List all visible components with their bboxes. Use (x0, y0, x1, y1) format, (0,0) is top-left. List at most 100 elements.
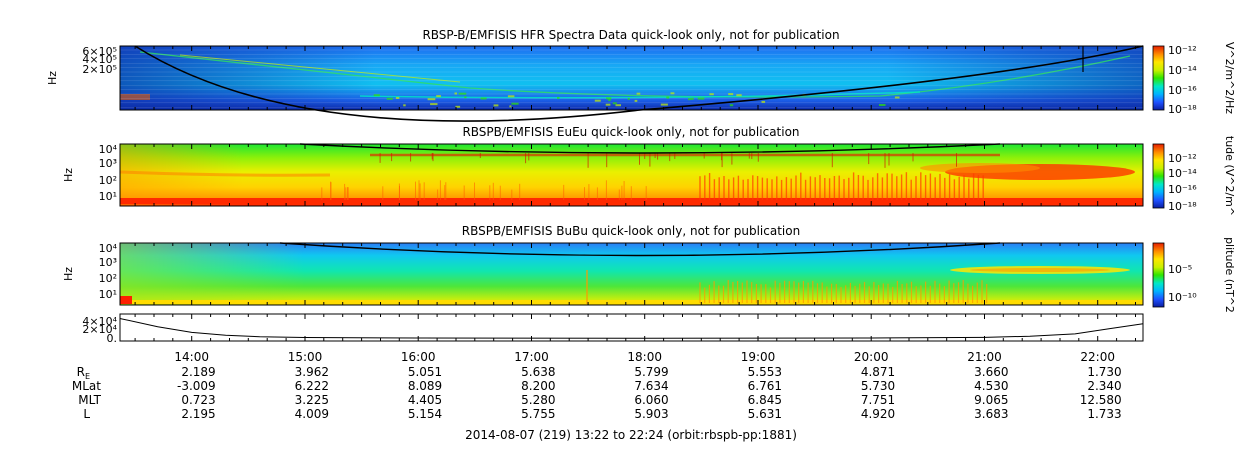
eueu-cyclotron-curve (299, 143, 1001, 154)
hfr-speckle (688, 98, 691, 101)
hfr-cbar-tick: 10⁻¹² (1168, 44, 1197, 57)
hfr-speckle (636, 92, 641, 95)
ephemeris-value: 8.089 (408, 379, 442, 393)
ephemeris-value: 7.751 (861, 393, 895, 407)
ephemeris-value: 5.154 (408, 407, 442, 421)
hfr-edge-shade (120, 46, 1143, 110)
hfr-speckle (509, 105, 512, 108)
ephemeris-value: 8.200 (521, 379, 555, 393)
time-axis-labels: 14:00 15:00 16:00 17:00 18:00 19:00 20:00 21:00… (174, 350, 1115, 364)
hfr-speckle (454, 92, 457, 95)
bubu-colorbar-scale (1152, 242, 1165, 308)
bubu-panel: RBSPB/EMFISIS BuBu quick-look only, not … (62, 224, 1236, 313)
eueu-cbar-tick: 10⁻¹⁸ (1168, 200, 1197, 213)
eueu-features (119, 153, 1143, 204)
bubu-colorbar: 10⁻⁵ 10⁻¹⁰ plitude (nT^2 (1152, 237, 1236, 313)
ephemeris-value: 1.730 (1087, 365, 1121, 379)
time-ticks (134, 46, 1136, 341)
hfr-speckle (403, 104, 406, 107)
hfr-speckle (511, 102, 519, 105)
time-tick-label: 17:00 (514, 350, 549, 364)
eueu-bottom-band (120, 198, 1143, 204)
bubu-bottom-band (120, 300, 1143, 304)
eueu-ytick: 10³ (99, 157, 117, 170)
ephemeris-value: 5.553 (748, 365, 782, 379)
hfr-features (120, 49, 1143, 108)
ephemeris-value: 4.405 (408, 393, 442, 407)
bubu-colorbar-label: plitude (nT^2 (1223, 237, 1236, 313)
eueu-cbar-tick: 10⁻¹⁶ (1168, 183, 1197, 196)
bubu-ytick: 10³ (99, 256, 117, 269)
bubu-ytick: 10² (99, 272, 117, 285)
ephemeris-value: 6.761 (748, 379, 782, 393)
ephemeris-value: -3.009 (177, 379, 216, 393)
hfr-speckle (430, 103, 438, 106)
hfr-cbar-tick: 10⁻¹⁶ (1168, 84, 1197, 97)
line-ytick: 0. (107, 332, 118, 345)
eueu-hiss-region (920, 163, 1040, 173)
line-panel: 4×10⁴ 2×10⁴ 0. (82, 313, 1144, 345)
hfr-speckle (709, 93, 714, 96)
ephemeris-value: 5.280 (521, 393, 555, 407)
line-ytick: 2×10⁴ (82, 323, 117, 336)
hfr-speckle (634, 99, 638, 102)
hfr-frame (119, 45, 1144, 111)
hfr-colorbar: 10⁻¹² 10⁻¹⁴ 10⁻¹⁶ 10⁻¹⁸ V^2/m^2/Hz (1152, 42, 1236, 116)
hfr-speckle (606, 97, 612, 100)
ephemeris-value: 3.962 (295, 365, 329, 379)
ephemeris-value: 5.051 (408, 365, 442, 379)
ephemeris-value: 4.530 (974, 379, 1008, 393)
bubu-hiss-region (970, 268, 1110, 272)
hfr-speckle (666, 96, 670, 99)
ephemeris-value: 6.060 (634, 393, 668, 407)
bubu-cyclotron-curve (279, 242, 1001, 257)
ephemeris-value: 4.871 (861, 365, 895, 379)
hfr-speckle (612, 102, 617, 105)
hfr-speckle (728, 93, 734, 96)
hfr-speckle (455, 105, 461, 108)
eueu-cbar-tick: 10⁻¹⁴ (1168, 167, 1197, 180)
hfr-speckle (615, 104, 621, 107)
hfr-speckle (761, 100, 766, 103)
ephemeris-value: 5.631 (748, 407, 782, 421)
hfr-colorbar-scale (1152, 45, 1165, 111)
hfr-speckle (608, 99, 611, 102)
hfr-speckle (493, 104, 499, 107)
eueu-colorbar-label: tude (V^2/m^ (1223, 136, 1236, 216)
hfr-ytick: 6×10⁵ (82, 45, 117, 58)
bubu-ytick: 10¹ (99, 288, 117, 301)
hfr-speckle (427, 98, 436, 101)
hfr-title: RBSP-B/EMFISIS HFR Spectra Data quick-lo… (422, 28, 839, 42)
ephem-label-mlat: MLat (72, 379, 101, 393)
ephemeris-values: 2.189 3.962 5.051 5.638 5.799 5.553 4.871 3.660… (177, 365, 1122, 421)
hfr-ylabel: Hz (46, 71, 59, 85)
ephemeris-value: 2.340 (1087, 379, 1121, 393)
ephemeris-value: 3.225 (295, 393, 329, 407)
bubu-title: RBSPB/EMFISIS BuBu quick-look only, not … (462, 224, 800, 238)
hfr-speckle (894, 96, 900, 99)
bubu-ytick: 10⁴ (99, 242, 118, 255)
hfr-speckle (697, 97, 705, 100)
eueu-band (119, 170, 331, 177)
ephem-label-mlt: MLT (78, 393, 101, 407)
time-tick-label: 19:00 (741, 350, 776, 364)
hfr-low-band (120, 94, 150, 100)
bubu-edge-shade (120, 243, 1143, 305)
line-ytick: 4×10⁴ (82, 315, 117, 328)
hfr-emission-band (179, 54, 461, 83)
time-tick-label: 14:00 (174, 350, 209, 364)
hfr-emission-band (359, 91, 921, 99)
eueu-frame (119, 143, 1144, 207)
time-tick-label: 21:00 (967, 350, 1002, 364)
eueu-title: RBSPB/EMFISIS EuEu quick-look only, not … (462, 125, 799, 139)
bubu-frame (119, 242, 1144, 306)
eueu-colorbar: 10⁻¹² 10⁻¹⁴ 10⁻¹⁶ 10⁻¹⁸ tude (V^2/m^ (1152, 136, 1236, 216)
hfr-speckle (480, 97, 487, 100)
eueu-ylabel: Hz (62, 168, 75, 182)
bubu-features (120, 266, 1143, 304)
eueu-cbar-tick: 10⁻¹² (1168, 152, 1197, 165)
hfr-ytick: 4×10⁵ (82, 53, 117, 66)
footer-time-range: 2014-08-07 (219) 13:22 to 22:24 (orbit:r… (465, 428, 797, 442)
hfr-speckle (879, 104, 886, 106)
